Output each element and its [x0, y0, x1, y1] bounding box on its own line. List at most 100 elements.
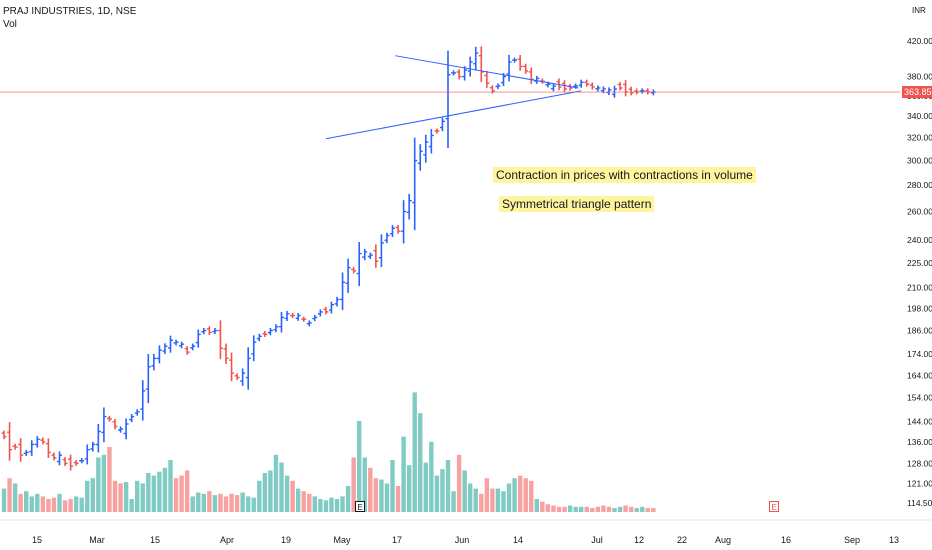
ohlc-bar	[217, 320, 223, 360]
y-tick-label: 300.00	[907, 156, 932, 166]
volume-bar	[18, 493, 23, 512]
ohlc-bar	[134, 409, 140, 416]
volume-bar	[529, 480, 534, 512]
volume-bar	[556, 506, 562, 512]
volume-bar	[212, 495, 218, 512]
volume-bar	[434, 475, 440, 512]
volume-bar	[379, 479, 384, 512]
ohlc-bar	[434, 128, 440, 134]
volume-bar	[606, 506, 612, 512]
volume-bar	[595, 506, 601, 512]
ohlc-bar	[62, 457, 68, 466]
ohlc-bar	[623, 80, 629, 97]
triangle-lower-trendline[interactable]	[325, 90, 582, 140]
ohlc-bar	[467, 56, 473, 77]
ohlc-bar	[634, 88, 640, 95]
x-tick-label: 13	[889, 535, 899, 545]
triangle-annotation[interactable]: Symmetrical triangle pattern	[499, 196, 655, 212]
volume-bar	[440, 469, 445, 512]
volume-bar	[373, 478, 379, 512]
ohlc-bar	[273, 324, 279, 333]
volume-bar	[257, 480, 262, 512]
volume-bar	[151, 475, 157, 512]
volume-bar	[506, 483, 512, 512]
volume-bar	[406, 465, 412, 512]
x-tick-label: 15	[32, 535, 42, 545]
event-badge-right[interactable]: E	[769, 501, 779, 512]
ohlc-bar	[384, 232, 390, 244]
ohlc-bar	[484, 70, 490, 88]
volume-bar	[301, 491, 306, 512]
volume-bar	[418, 413, 423, 512]
volume-bar	[501, 491, 506, 512]
ohlc-bar	[423, 134, 429, 163]
volume-bar	[423, 462, 428, 512]
ohlc-bar	[162, 343, 168, 355]
volume-bar	[351, 457, 356, 512]
contraction-annotation[interactable]: Contraction in prices with contractions …	[493, 167, 756, 183]
ohlc-bar	[462, 66, 468, 81]
volume-bar	[135, 480, 140, 512]
volume-bar	[173, 478, 179, 512]
volume-bar	[118, 483, 123, 512]
ohlc-bar	[445, 50, 451, 149]
volume-bar	[7, 478, 12, 512]
y-tick-label: 198.00	[907, 303, 932, 313]
ohlc-bar	[306, 320, 312, 327]
ohlc-bar	[267, 327, 273, 336]
volume-bar	[207, 491, 212, 512]
volume-bar	[517, 475, 523, 512]
volume-bar	[312, 496, 317, 512]
volume-bar	[451, 491, 456, 512]
volume-bar	[490, 488, 495, 512]
volume-bar	[456, 454, 462, 512]
volume-bar	[57, 493, 62, 512]
volume-bar	[534, 499, 539, 512]
x-tick-label: 22	[677, 535, 687, 545]
ohlc-bar	[517, 54, 523, 71]
triangle-upper-trendline[interactable]	[395, 55, 579, 89]
volume-bar	[29, 496, 34, 512]
volume-bar	[68, 499, 73, 512]
x-tick-label: Mar	[89, 535, 105, 545]
volume-bar	[584, 506, 589, 512]
volume-bar	[634, 508, 639, 512]
y-tick-label: 280.00	[907, 180, 932, 190]
volume-bar	[567, 505, 573, 512]
ohlc-bar	[23, 449, 29, 456]
x-tick-label: 14	[513, 535, 523, 545]
y-tick-label: 114.50	[907, 498, 932, 508]
volume-bar	[462, 470, 467, 512]
y-tick-label: 164.00	[907, 370, 932, 380]
volume-bar	[268, 470, 273, 512]
ohlc-bar	[395, 224, 401, 234]
event-badge-left[interactable]: E	[355, 501, 365, 512]
volume-bar	[445, 460, 451, 512]
volume-bar	[384, 483, 390, 512]
ohlc-bar	[106, 415, 112, 422]
ohlc-bar	[412, 137, 418, 231]
ohlc-bar	[456, 69, 462, 80]
ohlc-bar	[73, 460, 79, 466]
volume-bar	[107, 447, 112, 512]
volume-bar	[590, 508, 595, 512]
volume-bar	[484, 478, 490, 512]
ohlc-bar	[650, 89, 656, 96]
volume-bar	[540, 501, 545, 512]
volume-bar	[340, 496, 345, 512]
ohlc-bar	[612, 85, 617, 98]
volume-bar	[40, 496, 46, 512]
ohlc-bar	[168, 335, 173, 353]
ohlc-bar	[589, 82, 595, 90]
volume-bar	[651, 508, 656, 512]
volume-bar	[129, 499, 134, 512]
volume-bar	[62, 500, 68, 512]
volume-bar	[323, 500, 329, 512]
volume-bar	[545, 504, 551, 512]
volume-bar	[246, 496, 251, 512]
ohlc-bar	[617, 82, 623, 91]
x-tick-label: Jul	[591, 535, 603, 545]
x-tick-label: 16	[781, 535, 791, 545]
y-tick-label: 260.00	[907, 206, 932, 216]
